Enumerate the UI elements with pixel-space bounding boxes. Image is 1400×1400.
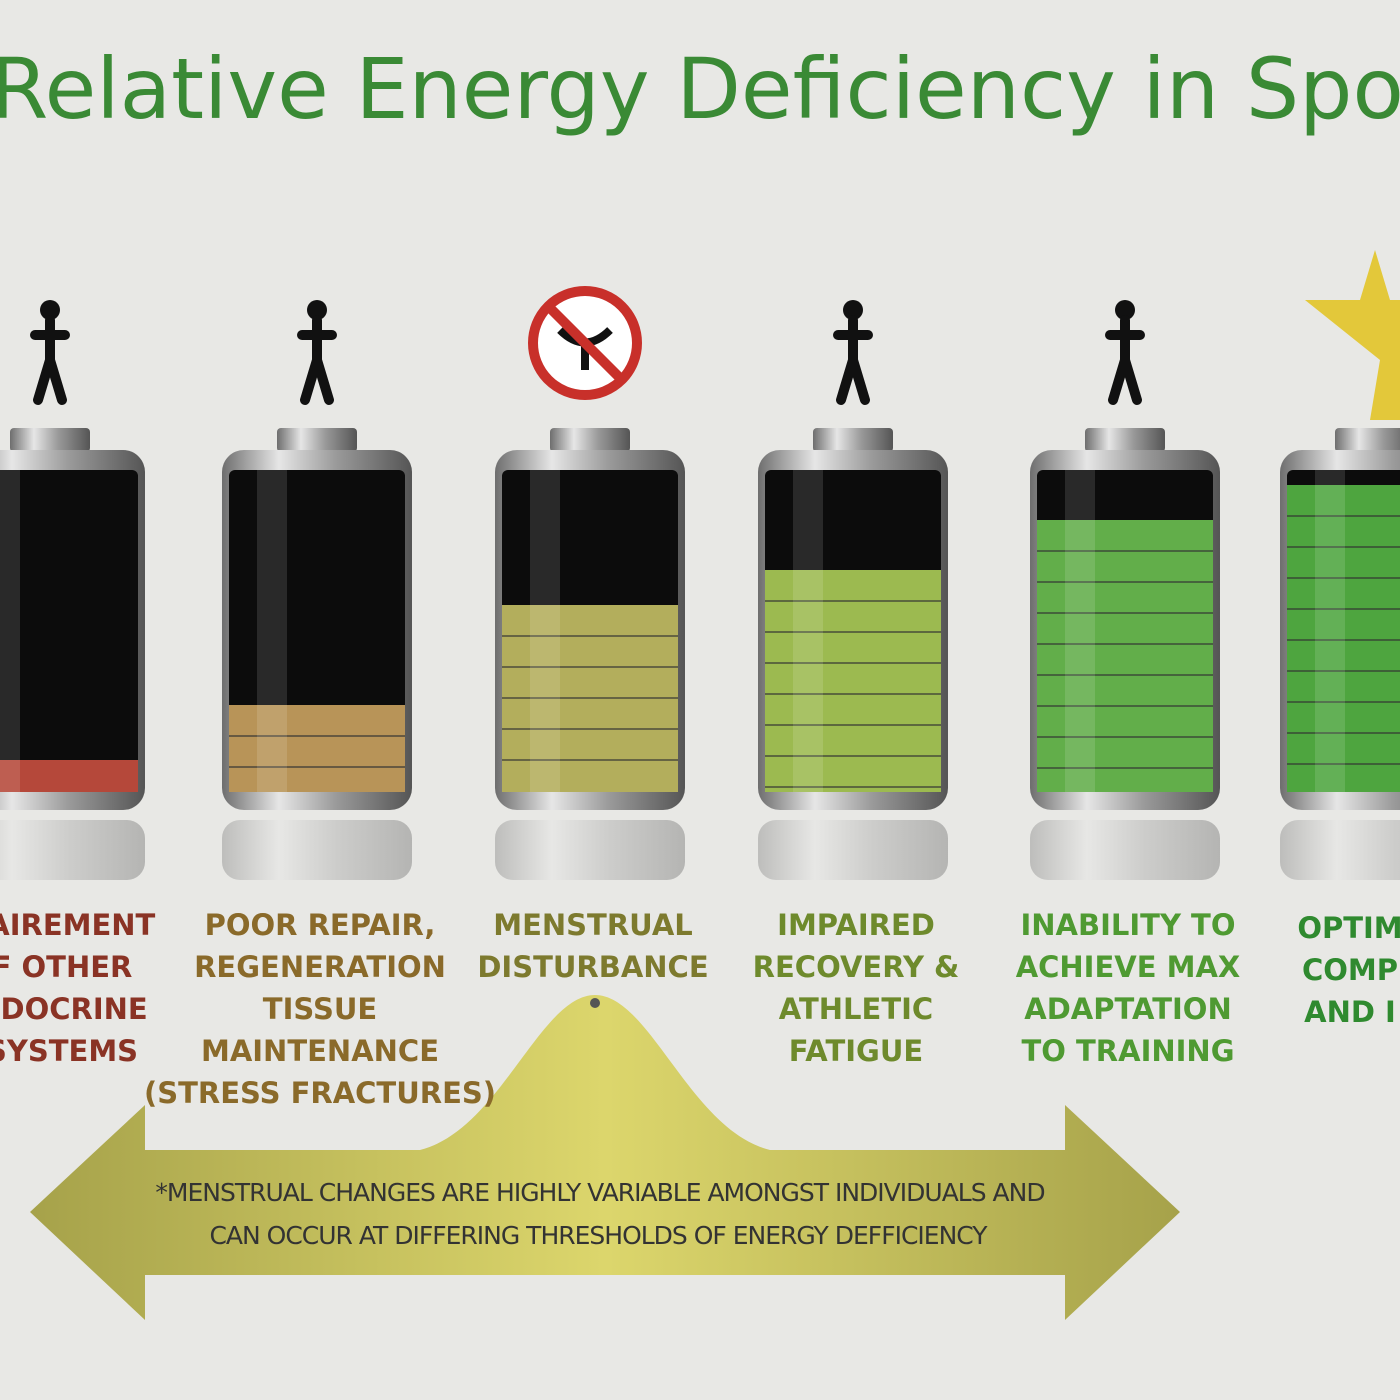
stage-label: NDOCRINE [0,992,148,1026]
no-sign [528,286,642,400]
title: Relative Energy Deficiency in Sport [0,40,1400,138]
battery-shine [1065,470,1095,792]
battery-charge [765,570,941,792]
dot [590,998,600,1008]
battery-cap [277,428,357,452]
battery-cap [1085,428,1165,452]
battery-shine [793,470,823,792]
figure-body [833,315,873,405]
stage-label: F OTHER [0,950,132,984]
stage-label: AND I [1304,995,1396,1029]
battery-shine [0,470,20,792]
stage-label: REGENERATION [194,950,446,984]
stage-label: MENSTRUAL [493,908,693,942]
battery-cap [550,428,630,452]
stage-label: TO TRAINING [1021,1034,1234,1068]
battery-charge [1287,485,1400,792]
figure-head [1115,300,1135,320]
stage-label: ATHLETIC [779,992,933,1026]
star [1305,250,1400,420]
battery-charge [1037,520,1213,792]
battery-shine [530,470,560,792]
stage-label: RECOVERY & [753,950,960,984]
stage-label: (STRESS FRACTURES) [144,1076,496,1110]
battery-reflection [0,820,145,880]
stage-label: PAIREMENT [0,908,156,942]
double-arrow [30,995,1180,1320]
stage-label: TISSUE [263,992,377,1026]
stage-label: IMPAIRED [777,908,935,942]
battery-cap [813,428,893,452]
battery-reflection [1030,820,1220,880]
stage-label: ACHIEVE MAX [1016,950,1241,984]
battery-inner [0,470,138,792]
figure-head [843,300,863,320]
battery-reflection [222,820,412,880]
battery-reflection [758,820,948,880]
battery-cap [10,428,90,452]
stage-label: ADAPTATION [1024,992,1231,1026]
stage-label: COMP [1302,953,1398,987]
battery-shine [1315,470,1345,792]
figure-body [30,315,70,405]
stage-label: SYSTEMS [0,1034,138,1068]
battery-shine [257,470,287,792]
stage-label: POOR REPAIR, [205,908,436,942]
note-line: CAN OCCUR AT DIFFERING THRESHOLDS OF ENE… [209,1221,988,1250]
stage-label: OPTIM [1297,911,1400,945]
figure-head [40,300,60,320]
battery-charge [229,705,405,792]
battery-cap [1335,428,1400,452]
figure-head [307,300,327,320]
figure-body [297,315,337,405]
battery-reflection [1280,820,1400,880]
battery-charge [0,760,138,792]
battery-reflection [495,820,685,880]
figure-body [1105,315,1145,405]
stage-label: FATIGUE [789,1034,923,1068]
stage-label: MAINTENANCE [201,1034,439,1068]
stage-label: DISTURBANCE [477,950,708,984]
stages: PAIREMENT F OTHER NDOCRINE SYSTEMS POOR REPA… [0,300,1400,1110]
note-line: *MENSTRUAL CHANGES ARE HIGHLY VARIABLE A… [155,1178,1044,1207]
stage-label: INABILITY TO [1021,908,1236,942]
